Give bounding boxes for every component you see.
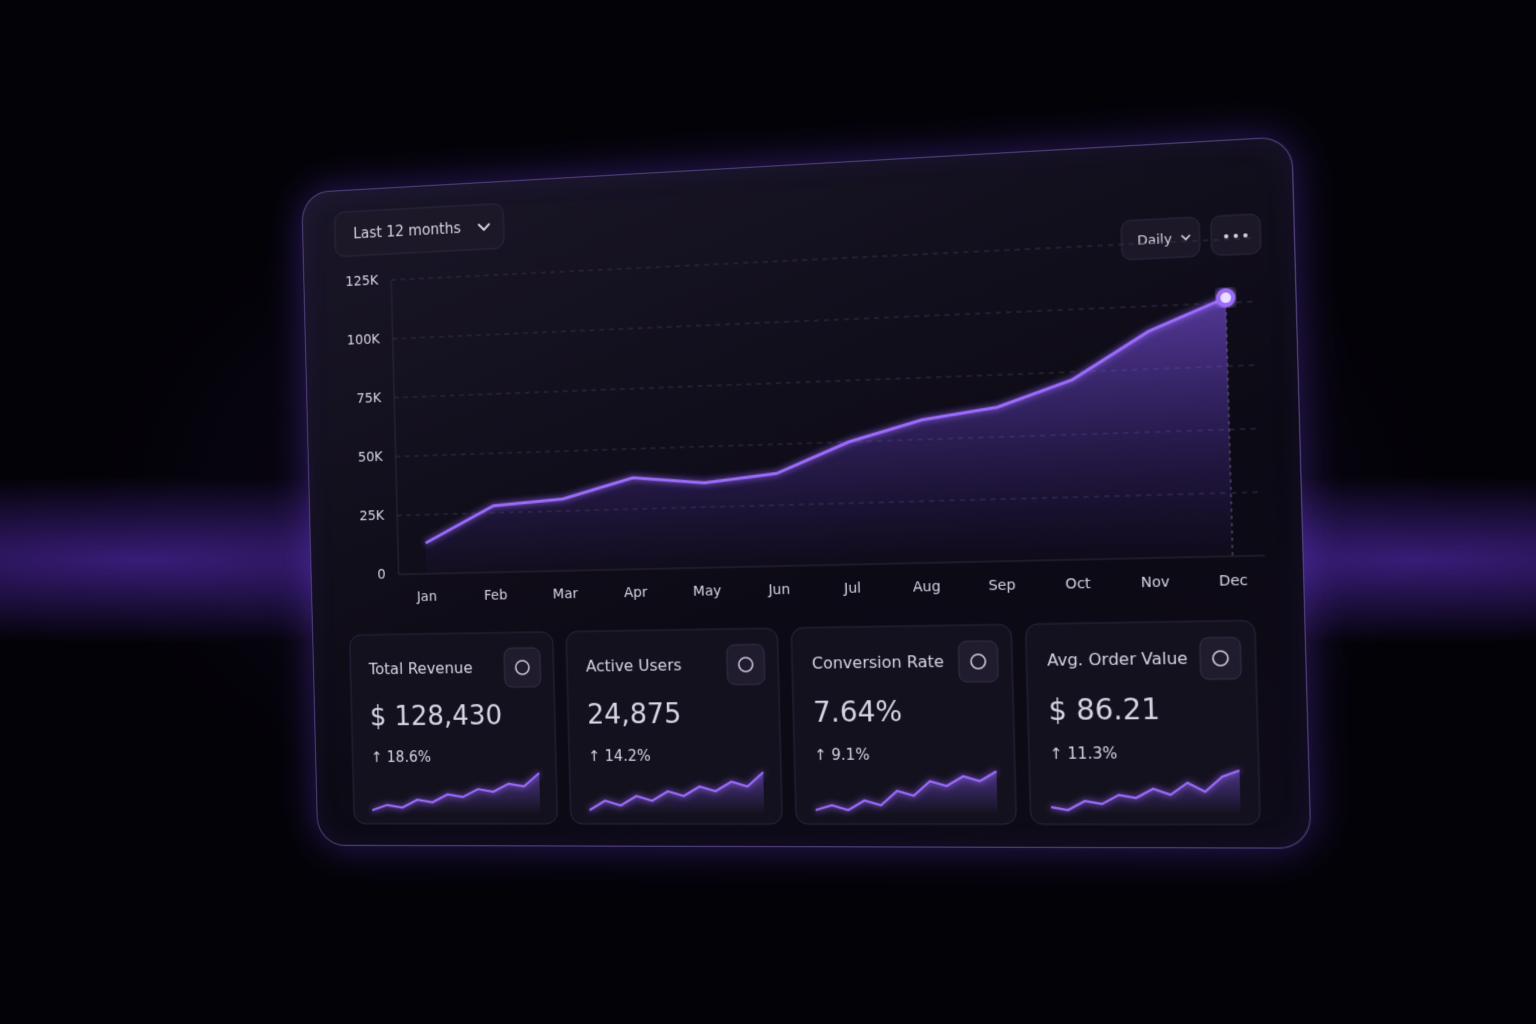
x-tick-label: Jan [416,589,437,605]
card-bg [1026,620,1261,824]
card-change: ↑ 18.6% [371,748,431,766]
icon-box [1200,637,1242,679]
spark-area [371,772,541,815]
card-title: Conversion Rate [812,651,945,672]
x-tick-label: Sep [988,577,1016,594]
x-tick-label: Jun [767,582,790,599]
icon-box [727,644,765,684]
x-tick-label: May [693,583,722,600]
area [420,297,1233,574]
x-tick-label: Aug [913,579,941,596]
dashboard-panel: Last 12 months Daily 0 25K 50K 75K 100K 125K J… [301,135,1312,849]
y-tick-label: 125K [345,273,379,290]
y-tick-label: 75K [356,390,382,406]
card-value: 7.64% [813,695,903,729]
x-tick-label: Oct [1065,576,1091,593]
stat-card: Conversion Rate 7.64% ↑ 9.1% [791,624,1016,824]
spark-area [588,772,765,815]
card-change: ↑ 11.3% [1049,744,1117,763]
x-tick-label: Mar [553,586,579,602]
y-axis [391,280,398,574]
card-change: ↑ 9.1% [814,746,870,764]
x-tick-label: Apr [624,585,648,601]
card-title: Active Users [586,655,682,675]
stat-card: Total Revenue $ 128,430 ↑ 18.6% [350,632,558,824]
y-tick-label: 100K [347,332,381,349]
card-bg [566,628,782,824]
card-bg [350,632,558,824]
card-title: Avg. Order Value [1047,648,1188,670]
card-change: ↑ 14.2% [588,747,651,765]
x-tick-label: Jul [843,580,861,597]
x-tick-label: Feb [484,588,508,604]
stat-card: Avg. Order Value $ 86.21 ↑ 11.3% [1026,620,1261,824]
x-tick-label: Nov [1141,574,1170,591]
y-tick-label: 50K [358,449,384,465]
peak-dot [1218,290,1233,305]
dashboard: Last 12 months Daily 0 25K 50K 75K 100K 125K J… [302,137,1310,848]
interval-label: Daily [1137,231,1172,248]
card-value: 24,875 [587,697,682,731]
x-tick-label: Dec [1219,573,1248,590]
stat-card: Active Users 24,875 ↑ 14.2% [566,628,782,824]
card-value: $ 128,430 [370,699,503,732]
card-bg [791,624,1016,824]
interval-dropdown[interactable] [1121,217,1200,260]
card-title: Total Revenue [368,658,473,678]
y-tick-label: 0 [377,567,386,583]
icon-box [958,641,998,682]
card-value: $ 86.21 [1048,692,1161,727]
range-dropdown[interactable] [334,203,504,256]
grid-line [393,301,1258,338]
y-tick-label: 25K [359,508,385,524]
range-label: Last 12 months [353,219,461,242]
icon-box [504,648,541,688]
